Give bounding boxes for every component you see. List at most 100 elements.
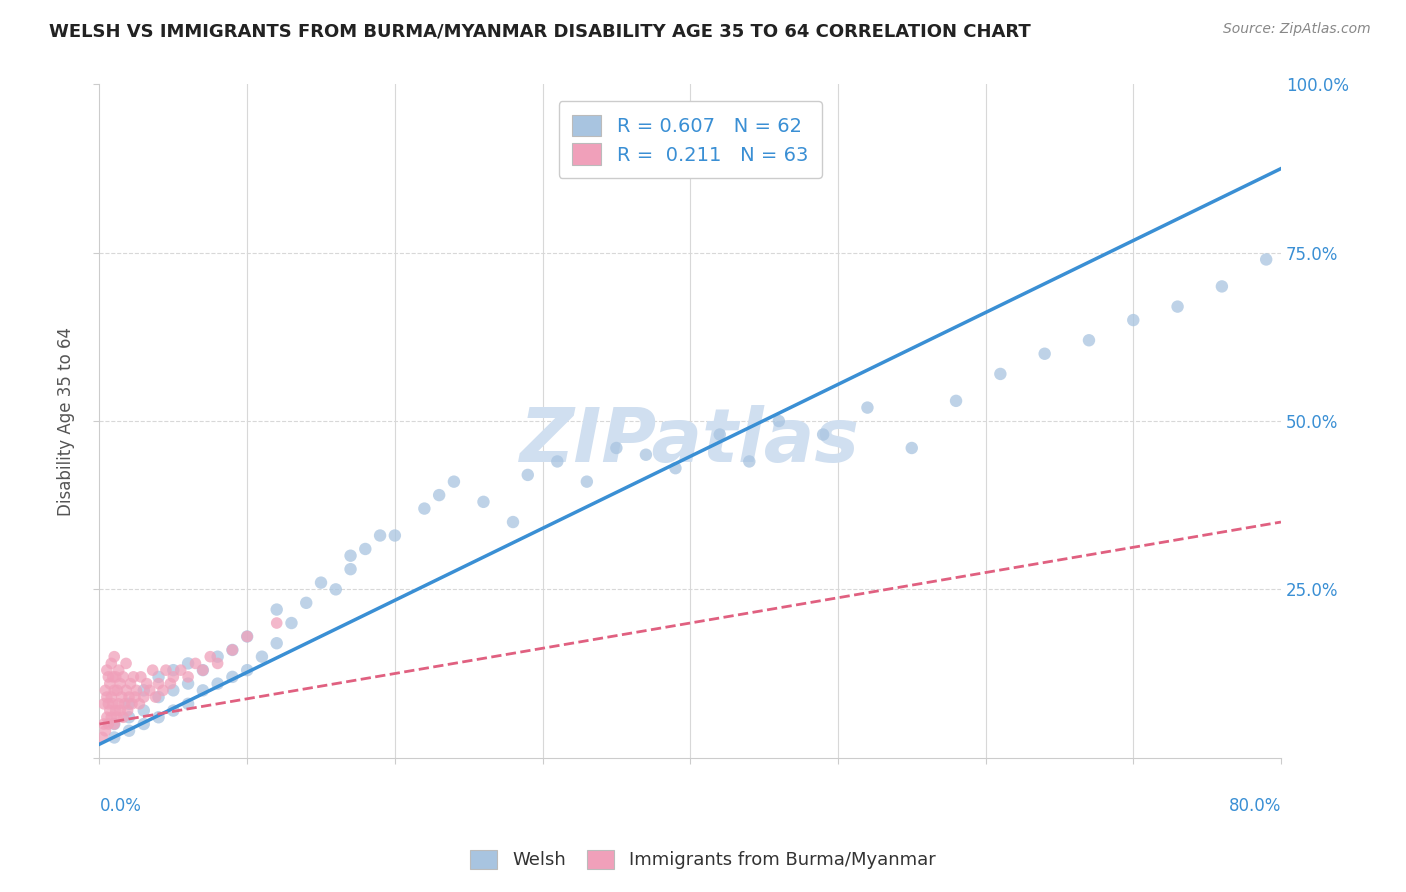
Point — [118, 697, 141, 711]
Legend: R = 0.607   N = 62, R =  0.211   N = 63: R = 0.607 N = 62, R = 0.211 N = 63 — [558, 101, 823, 178]
Point — [502, 515, 524, 529]
Point — [103, 717, 125, 731]
Point — [1033, 347, 1056, 361]
Point — [664, 461, 686, 475]
Point — [354, 541, 377, 556]
Point — [117, 704, 139, 718]
Point — [811, 427, 834, 442]
Point — [142, 663, 165, 677]
Point — [148, 690, 170, 704]
Point — [148, 710, 170, 724]
Point — [200, 649, 222, 664]
Point — [121, 697, 143, 711]
Point — [266, 602, 288, 616]
Point — [177, 670, 200, 684]
Point — [162, 704, 184, 718]
Point — [170, 663, 193, 677]
Point — [221, 643, 243, 657]
Point — [91, 731, 114, 745]
Point — [132, 704, 155, 718]
Point — [177, 676, 200, 690]
Point — [115, 657, 138, 671]
Point — [177, 697, 200, 711]
Point — [93, 717, 115, 731]
Point — [250, 649, 273, 664]
Point — [339, 562, 361, 576]
Point — [162, 663, 184, 677]
Text: 0.0%: 0.0% — [100, 797, 142, 814]
Point — [443, 475, 465, 489]
Point — [236, 630, 259, 644]
Point — [339, 549, 361, 563]
Point — [575, 475, 598, 489]
Point — [191, 663, 214, 677]
Point — [309, 575, 332, 590]
Point — [221, 643, 243, 657]
Point — [107, 697, 129, 711]
Point — [105, 710, 128, 724]
Text: ZIPatlas: ZIPatlas — [520, 405, 860, 478]
Point — [138, 683, 160, 698]
Point — [413, 501, 436, 516]
Point — [1078, 333, 1101, 347]
Point — [605, 441, 627, 455]
Point — [162, 683, 184, 698]
Point — [128, 697, 150, 711]
Text: Source: ZipAtlas.com: Source: ZipAtlas.com — [1223, 22, 1371, 37]
Point — [988, 367, 1011, 381]
Point — [295, 596, 318, 610]
Y-axis label: Disability Age 35 to 64: Disability Age 35 to 64 — [58, 326, 75, 516]
Point — [101, 697, 124, 711]
Point — [162, 670, 184, 684]
Point — [368, 528, 391, 542]
Point — [1211, 279, 1233, 293]
Point — [900, 441, 922, 455]
Point — [472, 495, 495, 509]
Point — [129, 670, 152, 684]
Point — [427, 488, 450, 502]
Point — [145, 690, 167, 704]
Point — [148, 676, 170, 690]
Point — [97, 717, 120, 731]
Point — [266, 615, 288, 630]
Point — [236, 663, 259, 677]
Point — [120, 676, 142, 690]
Point — [100, 657, 122, 671]
Point — [152, 683, 174, 698]
Legend: Welsh, Immigrants from Burma/Myanmar: Welsh, Immigrants from Burma/Myanmar — [461, 841, 945, 879]
Point — [1167, 300, 1189, 314]
Point — [98, 704, 121, 718]
Point — [191, 683, 214, 698]
Point — [114, 697, 136, 711]
Point — [221, 670, 243, 684]
Point — [191, 663, 214, 677]
Point — [96, 710, 118, 724]
Point — [100, 690, 122, 704]
Point — [103, 731, 125, 745]
Point — [96, 690, 118, 704]
Point — [132, 683, 155, 698]
Point — [105, 683, 128, 698]
Point — [207, 649, 229, 664]
Point — [118, 690, 141, 704]
Point — [101, 670, 124, 684]
Point — [1122, 313, 1144, 327]
Point — [207, 676, 229, 690]
Point — [546, 454, 568, 468]
Point — [108, 676, 131, 690]
Point — [93, 697, 115, 711]
Point — [132, 717, 155, 731]
Point — [103, 683, 125, 698]
Point — [148, 670, 170, 684]
Point — [325, 582, 347, 597]
Text: WELSH VS IMMIGRANTS FROM BURMA/MYANMAR DISABILITY AGE 35 TO 64 CORRELATION CHART: WELSH VS IMMIGRANTS FROM BURMA/MYANMAR D… — [49, 22, 1031, 40]
Point — [207, 657, 229, 671]
Point — [184, 657, 207, 671]
Point — [96, 663, 118, 677]
Point — [132, 690, 155, 704]
Point — [122, 670, 145, 684]
Point — [118, 710, 141, 724]
Point — [124, 690, 146, 704]
Point — [384, 528, 406, 542]
Point — [115, 683, 138, 698]
